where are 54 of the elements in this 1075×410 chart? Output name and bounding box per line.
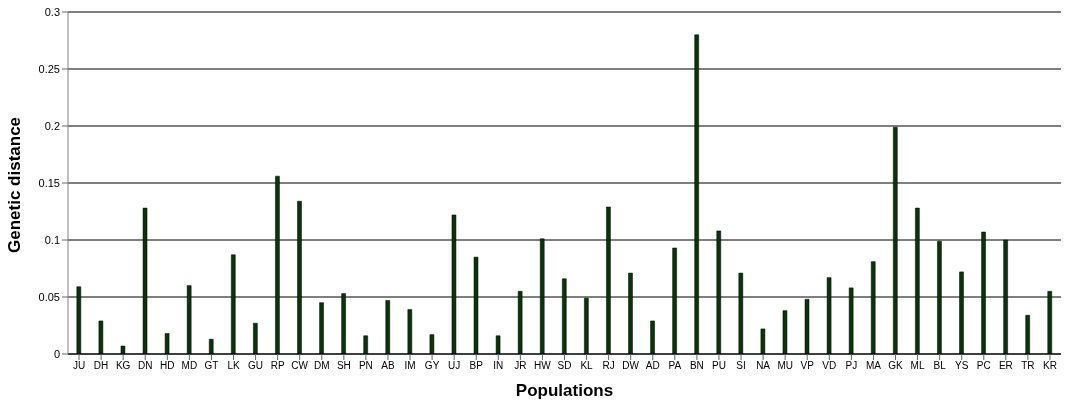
x-tick-label: PJ xyxy=(845,360,858,372)
x-tick-label: TR xyxy=(1021,360,1035,372)
x-tick-label: RJ xyxy=(602,360,615,372)
x-tick-label: HW xyxy=(534,360,552,372)
y-tick-label: 0.05 xyxy=(38,290,60,303)
x-tick-label: SD xyxy=(557,360,572,372)
y-tick-label: 0.25 xyxy=(38,62,60,75)
x-tick-label: IN xyxy=(493,360,504,372)
x-tick-label: BL xyxy=(933,360,947,372)
x-tick-label: KL xyxy=(580,360,594,372)
x-tick-label: GK xyxy=(888,360,904,372)
x-tick-label: BP xyxy=(469,360,484,372)
x-tick-label: GU xyxy=(248,360,264,372)
x-tick-label: DN xyxy=(138,360,153,372)
x-tick-label: VD xyxy=(822,360,837,372)
x-tick-label: HD xyxy=(160,360,175,372)
x-tick-label: MD xyxy=(181,360,198,372)
y-tick-label: 0 xyxy=(53,347,60,360)
y-tick-label: 0.2 xyxy=(44,119,60,132)
x-tick-label: JR xyxy=(514,360,527,372)
y-tick-label: 0.3 xyxy=(44,5,60,18)
x-tick-label: DH xyxy=(93,360,109,372)
x-tick-label: ML xyxy=(910,360,925,372)
x-tick-label: KG xyxy=(115,360,131,372)
x-tick-label: SI xyxy=(736,360,746,372)
y-axis-title: Genetic distance xyxy=(5,116,25,253)
x-tick-label: ER xyxy=(998,360,1013,372)
x-tick-label: NA xyxy=(756,360,771,372)
x-tick-label: GT xyxy=(204,360,219,372)
x-tick-label: DW xyxy=(622,360,640,372)
x-tick-label: MA xyxy=(865,360,882,372)
x-axis-title: Populations xyxy=(515,381,614,400)
x-tick-label: PU xyxy=(712,360,726,372)
x-tick-label: AD xyxy=(645,360,660,372)
x-tick-label: JU xyxy=(72,360,86,372)
x-tick-label: LK xyxy=(227,360,240,372)
x-tick-label: DM xyxy=(313,360,330,372)
x-tick-label: SH xyxy=(336,360,351,372)
x-tick-label: VP xyxy=(800,360,815,372)
x-tick-label: RP xyxy=(270,360,285,372)
x-tick-label: UJ xyxy=(448,360,461,372)
x-tick-label: PC xyxy=(976,360,991,372)
x-tick-label: YS xyxy=(955,360,969,372)
x-tick-label: KR xyxy=(1043,360,1057,372)
x-tick-label: MU xyxy=(777,360,793,372)
x-tick-label: PN xyxy=(358,360,373,372)
y-tick-label: 0.1 xyxy=(44,233,60,246)
x-tick-label: BN xyxy=(689,360,704,372)
x-tick-label: AB xyxy=(381,360,395,372)
x-tick-label: PA xyxy=(668,360,682,372)
y-tick-label: 0.15 xyxy=(38,176,60,189)
x-tick-label: IM xyxy=(404,360,416,372)
x-tick-label: CW xyxy=(291,360,309,372)
x-tick-label: GY xyxy=(424,360,440,372)
